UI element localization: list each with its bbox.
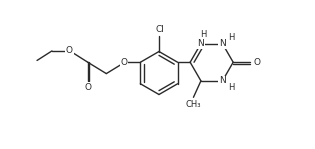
Text: H: H: [228, 83, 235, 92]
Text: H: H: [200, 30, 207, 39]
Text: N: N: [219, 76, 226, 85]
Text: H: H: [228, 33, 235, 42]
Text: O: O: [66, 46, 73, 55]
Text: N: N: [198, 39, 204, 48]
Text: Cl: Cl: [156, 25, 165, 34]
Text: CH₃: CH₃: [186, 100, 201, 109]
Text: O: O: [121, 58, 128, 67]
Text: N: N: [219, 39, 226, 48]
Text: O: O: [85, 83, 92, 92]
Text: O: O: [254, 58, 261, 67]
